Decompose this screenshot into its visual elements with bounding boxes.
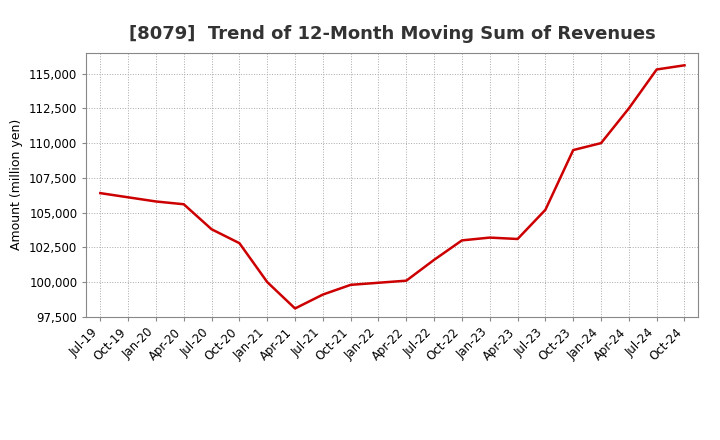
Title: [8079]  Trend of 12-Month Moving Sum of Revenues: [8079] Trend of 12-Month Moving Sum of R…	[129, 25, 656, 43]
Y-axis label: Amount (million yen): Amount (million yen)	[11, 119, 24, 250]
